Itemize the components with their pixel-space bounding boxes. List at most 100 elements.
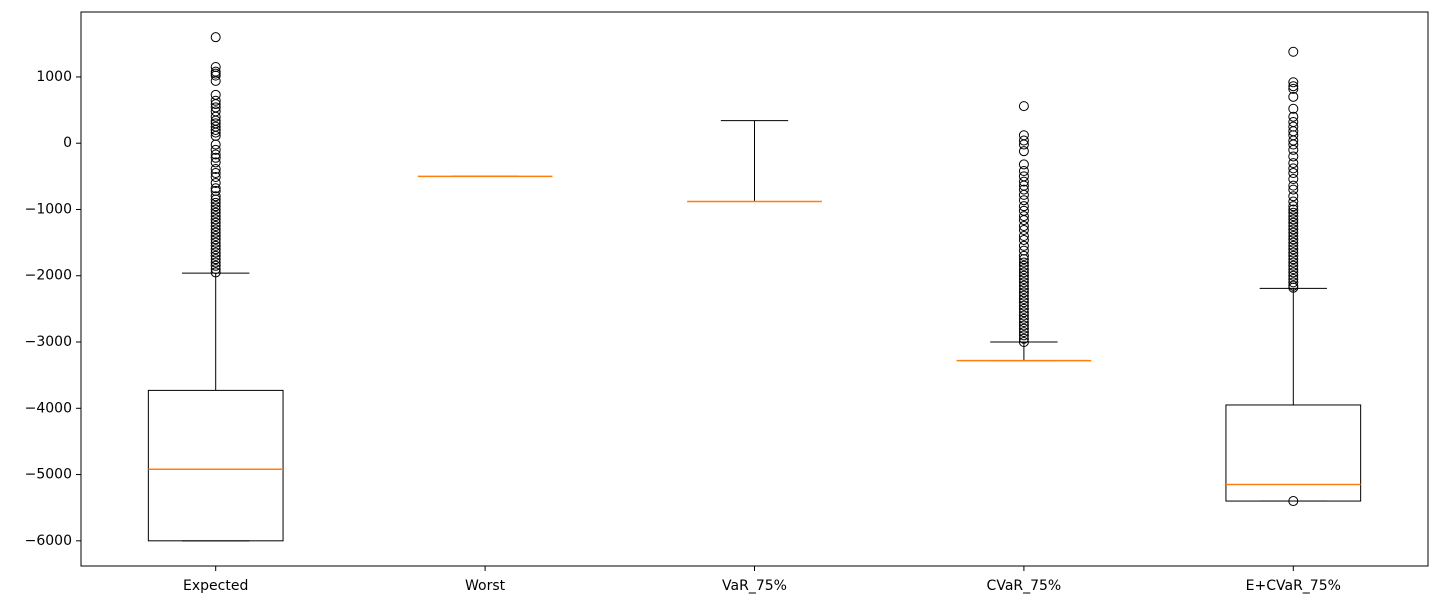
- outlier: [1018, 267, 1029, 278]
- outlier: [210, 194, 221, 205]
- outlier: [1288, 270, 1299, 281]
- outlier: [1018, 257, 1029, 268]
- box: [147, 389, 284, 542]
- outlier: [210, 230, 221, 241]
- y-tick-label: −1000: [25, 201, 72, 217]
- outlier: [1018, 159, 1029, 170]
- outlier: [210, 168, 221, 179]
- outlier: [1018, 225, 1029, 236]
- outlier: [1018, 166, 1029, 177]
- outlier: [210, 250, 221, 261]
- outlier: [1018, 221, 1029, 232]
- outlier: [210, 264, 221, 275]
- outlier: [1288, 196, 1299, 207]
- outlier: [1288, 496, 1299, 507]
- outlier: [1018, 310, 1029, 321]
- outlier: [1288, 135, 1299, 146]
- outlier: [210, 149, 221, 160]
- outlier: [1018, 274, 1029, 285]
- outlier: [1018, 101, 1029, 112]
- outlier: [1018, 215, 1029, 226]
- outlier: [1018, 176, 1029, 187]
- outlier: [1018, 280, 1029, 291]
- outlier: [210, 183, 221, 194]
- outlier: [1288, 254, 1299, 265]
- outlier: [1018, 287, 1029, 298]
- outlier: [1018, 264, 1029, 275]
- outlier: [1018, 270, 1029, 281]
- outlier: [1288, 168, 1299, 179]
- outlier: [1018, 211, 1029, 222]
- outlier: [1288, 144, 1299, 155]
- outlier: [1288, 91, 1299, 102]
- outlier: [210, 177, 221, 188]
- outlier: [210, 127, 221, 138]
- outlier: [210, 152, 221, 163]
- outlier: [210, 139, 221, 150]
- outlier: [1018, 327, 1029, 338]
- outlier: [1288, 83, 1299, 94]
- outlier: [1018, 250, 1029, 261]
- outlier: [1288, 234, 1299, 245]
- outlier: [1018, 317, 1029, 328]
- x-tick-label: CVaR_75%: [987, 578, 1062, 594]
- y-tick-label: 1000: [36, 69, 72, 85]
- outlier: [1018, 330, 1029, 341]
- y-tick-label: −2000: [25, 268, 72, 284]
- outlier: [1018, 135, 1029, 146]
- outlier: [210, 221, 221, 232]
- outlier: [210, 207, 221, 218]
- outlier: [1018, 234, 1029, 245]
- outlier: [1288, 103, 1299, 114]
- outlier: [1288, 81, 1299, 92]
- y-tick-label: −5000: [25, 467, 72, 483]
- outlier: [210, 157, 221, 168]
- outlier: [1018, 320, 1029, 331]
- outlier: [1288, 237, 1299, 248]
- outlier: [1018, 189, 1029, 200]
- outlier: [1288, 250, 1299, 261]
- outlier: [1288, 163, 1299, 174]
- y-tick-label: −4000: [25, 400, 72, 416]
- outlier: [1288, 158, 1299, 169]
- outlier: [210, 260, 221, 271]
- outlier: [1288, 277, 1299, 288]
- outlier: [1288, 282, 1299, 293]
- outlier: [1288, 180, 1299, 191]
- outlier: [210, 75, 221, 86]
- outlier: [1288, 184, 1299, 195]
- outlier: [1288, 191, 1299, 202]
- outlier: [1288, 204, 1299, 215]
- outlier: [210, 32, 221, 43]
- outlier: [1018, 333, 1029, 344]
- outlier: [1288, 151, 1299, 162]
- outlier: [1018, 130, 1029, 141]
- outlier: [210, 237, 221, 248]
- x-tick-label: Expected: [183, 578, 248, 594]
- outlier: [1288, 173, 1299, 184]
- outlier: [210, 111, 221, 122]
- outlier: [1018, 313, 1029, 324]
- outlier: [210, 95, 221, 106]
- outlier: [1288, 240, 1299, 251]
- outlier: [210, 254, 221, 265]
- y-tick-label: 0: [63, 135, 72, 151]
- outlier: [210, 211, 221, 222]
- outlier: [210, 124, 221, 135]
- outlier: [1018, 277, 1029, 288]
- outlier: [210, 214, 221, 225]
- outlier: [1018, 195, 1029, 206]
- outlier: [1288, 227, 1299, 238]
- outlier: [210, 164, 221, 175]
- outlier: [1288, 211, 1299, 222]
- outlier: [1018, 300, 1029, 311]
- outlier: [1018, 184, 1029, 195]
- outlier: [1018, 260, 1029, 271]
- outlier: [1018, 240, 1029, 251]
- outlier: [210, 201, 221, 212]
- outlier: [1288, 214, 1299, 225]
- outlier: [1018, 180, 1029, 191]
- outlier: [1288, 77, 1299, 88]
- outlier: [1018, 284, 1029, 294]
